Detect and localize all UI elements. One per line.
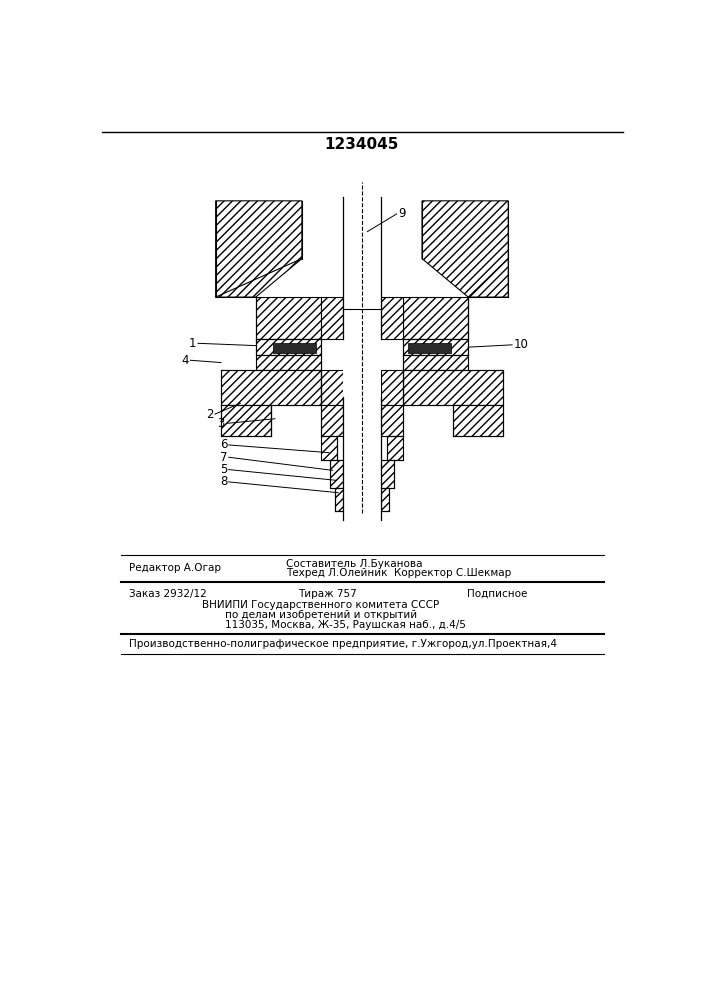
Bar <box>343 351 381 520</box>
Text: 1234045: 1234045 <box>325 137 399 152</box>
Polygon shape <box>216 201 302 297</box>
Text: 4: 4 <box>181 354 189 367</box>
Polygon shape <box>221 405 271 436</box>
Polygon shape <box>381 488 389 511</box>
Text: Тираж 757: Тираж 757 <box>298 589 357 599</box>
Text: Производственно-полиграфическое предприятие, г.Ужгород,ул.Проектная,4: Производственно-полиграфическое предприя… <box>129 639 556 649</box>
Polygon shape <box>381 405 403 436</box>
Text: ВНИИПИ Государственного комитета СССР: ВНИИПИ Государственного комитета СССР <box>201 600 439 610</box>
Text: 9: 9 <box>398 207 406 220</box>
Polygon shape <box>256 339 321 355</box>
Polygon shape <box>256 355 321 370</box>
Polygon shape <box>256 297 321 339</box>
Polygon shape <box>422 201 508 297</box>
Text: 7: 7 <box>220 451 227 464</box>
Polygon shape <box>221 370 321 405</box>
Polygon shape <box>452 405 503 436</box>
Polygon shape <box>381 370 403 405</box>
Text: 113035, Москва, Ж-35, Раушская наб., д.4/5: 113035, Москва, Ж-35, Раушская наб., д.4… <box>225 620 466 630</box>
Text: Заказ 2932/12: Заказ 2932/12 <box>129 589 206 599</box>
Text: Подписное: Подписное <box>467 589 528 599</box>
Bar <box>274 343 316 353</box>
Polygon shape <box>321 297 343 339</box>
Polygon shape <box>403 370 503 405</box>
Text: 6: 6 <box>220 438 227 451</box>
Text: 5: 5 <box>220 463 227 476</box>
Text: 3: 3 <box>218 417 225 430</box>
Text: 8: 8 <box>220 475 227 488</box>
Polygon shape <box>321 436 337 460</box>
Text: Редактор А.Огар: Редактор А.Огар <box>129 563 221 573</box>
Polygon shape <box>381 297 403 339</box>
Polygon shape <box>387 436 403 460</box>
Polygon shape <box>403 355 468 370</box>
Text: Техред Л.Олейник  Корректор С.Шекмар: Техред Л.Олейник Корректор С.Шекмар <box>286 568 512 578</box>
Text: 2: 2 <box>206 408 214 421</box>
Text: 10: 10 <box>514 338 529 351</box>
Polygon shape <box>321 405 343 436</box>
Polygon shape <box>321 370 343 405</box>
Polygon shape <box>381 460 394 488</box>
Polygon shape <box>335 488 343 511</box>
Bar <box>408 343 450 353</box>
Text: по делам изобретений и открытий: по делам изобретений и открытий <box>225 610 417 620</box>
Polygon shape <box>403 297 468 339</box>
Polygon shape <box>403 339 468 355</box>
Text: Составитель Л.Буканова: Составитель Л.Буканова <box>286 559 423 569</box>
Polygon shape <box>330 460 343 488</box>
Text: 1: 1 <box>189 337 197 350</box>
Bar <box>343 185 381 339</box>
